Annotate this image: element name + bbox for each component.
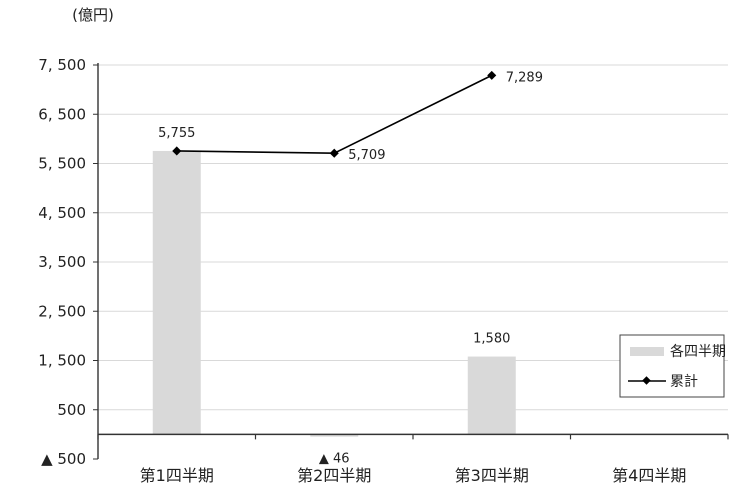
legend-bar-swatch bbox=[630, 347, 664, 356]
cumulative-line bbox=[172, 70, 497, 158]
grid bbox=[98, 64, 728, 411]
x-tick-label: 第2四半期 bbox=[297, 466, 371, 485]
y-tick-label: 1, 500 bbox=[38, 352, 86, 370]
bar-data-label: 1,580 bbox=[473, 332, 510, 347]
bar bbox=[467, 356, 516, 435]
line-point-marker bbox=[487, 70, 497, 80]
legend-label-bars: 各四半期 bbox=[670, 344, 726, 360]
y-tick-label: 4, 500 bbox=[38, 204, 86, 222]
line-data-label: 7,289 bbox=[506, 70, 543, 85]
y-tick-label: 3, 500 bbox=[38, 253, 86, 271]
y-tick-label: 7, 500 bbox=[38, 56, 86, 74]
y-tick-label: 2, 500 bbox=[38, 302, 86, 320]
bar bbox=[310, 434, 359, 437]
legend-line-marker bbox=[642, 376, 651, 385]
x-tick-label: 第4四半期 bbox=[612, 466, 686, 485]
y-tick-label: 6, 500 bbox=[38, 105, 86, 123]
line-point-marker bbox=[329, 148, 339, 158]
line-data-label: 5,709 bbox=[348, 148, 385, 163]
line-point-marker bbox=[172, 146, 182, 156]
bar-data-label: 5,755 bbox=[158, 126, 195, 141]
data-labels: 5,755 ▲ 46 1,580 5,709 7,289 bbox=[158, 70, 543, 466]
legend-label-line: 累計 bbox=[670, 374, 698, 390]
axes: ▲ 500 500 1, 500 2, 500 3, 500 4, 500 5, 500 6,… bbox=[38, 56, 729, 485]
x-tick-label: 第3四半期 bbox=[455, 466, 529, 485]
y-tick-label: 500 bbox=[57, 401, 86, 419]
legend: 各四半期 累計 bbox=[619, 334, 726, 398]
y-tick-label: ▲ 500 bbox=[41, 450, 86, 468]
legend-box bbox=[619, 334, 725, 398]
bars bbox=[152, 150, 516, 437]
x-tick-label: 第1四半期 bbox=[140, 466, 214, 485]
y-unit-label: (億円) bbox=[72, 6, 114, 24]
bar bbox=[152, 150, 201, 435]
y-tick-label: 5, 500 bbox=[38, 155, 86, 173]
bar-data-label: ▲ 46 bbox=[319, 451, 350, 466]
